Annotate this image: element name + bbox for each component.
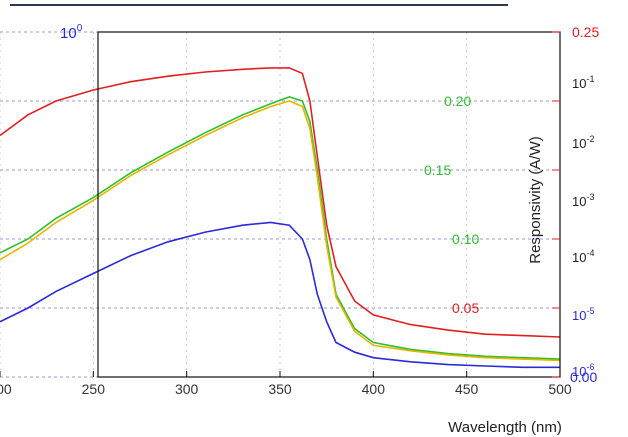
right-tick-label: 0.25 <box>572 24 599 40</box>
x-axis-ticks: 200 250 300 350 400 450 500 <box>0 371 572 397</box>
inset-tick-label: 10-2 <box>572 134 594 151</box>
x-tick-label: 450 <box>455 381 479 397</box>
series-layer <box>0 67 561 369</box>
series-line-2 <box>0 100 561 362</box>
right-tick-label: 0.15 <box>424 162 451 178</box>
x-axis-title: Wavelength (nm) <box>448 419 562 436</box>
right-tick-label: 0.20 <box>444 93 471 109</box>
right-tick-label: 0.00 <box>570 369 597 385</box>
x-tick-label: 350 <box>268 381 292 397</box>
inset-tick-label: 10-1 <box>572 74 594 91</box>
plot-frame <box>97 31 561 378</box>
series-line-0 <box>0 67 561 338</box>
inset-tick-exponent: -6 <box>586 362 594 372</box>
inset-tick-label: 10-4 <box>572 248 594 265</box>
left-tick-label: 100 <box>60 23 83 42</box>
right-tick-label: 0.05 <box>452 300 479 316</box>
inset-tick-exponent: -1 <box>586 74 594 84</box>
x-tick-label: 300 <box>175 381 199 397</box>
grid-layer <box>0 31 561 378</box>
inset-tick-exponent: -2 <box>586 134 594 144</box>
inset-axis-ticks: 10-110-210-310-410-510-6 <box>572 74 594 379</box>
right-axis-title: Responsivity (A/W) <box>527 136 544 264</box>
series-line-1 <box>0 96 561 360</box>
inset-tick-label: 10-3 <box>572 192 594 209</box>
inset-tick-exponent: -4 <box>586 248 594 258</box>
inset-tick-exponent: -5 <box>586 306 594 316</box>
right-axis-ticks: 0.00 0.05 0.10 0.15 0.20 0.25 <box>424 24 599 385</box>
left-tick-exponent: 0 <box>77 23 83 34</box>
inset-tick-exponent: -3 <box>586 192 594 202</box>
x-tick-label: 200 <box>0 381 12 397</box>
x-tick-label: 250 <box>82 381 106 397</box>
x-tick-label: 400 <box>362 381 386 397</box>
left-axis-ticks: 100 <box>60 23 83 42</box>
x-tick-label: 500 <box>548 381 572 397</box>
series-line-3 <box>0 221 560 369</box>
inset-tick-label: 10-5 <box>572 306 594 323</box>
right-tick-label: 0.10 <box>452 231 479 247</box>
